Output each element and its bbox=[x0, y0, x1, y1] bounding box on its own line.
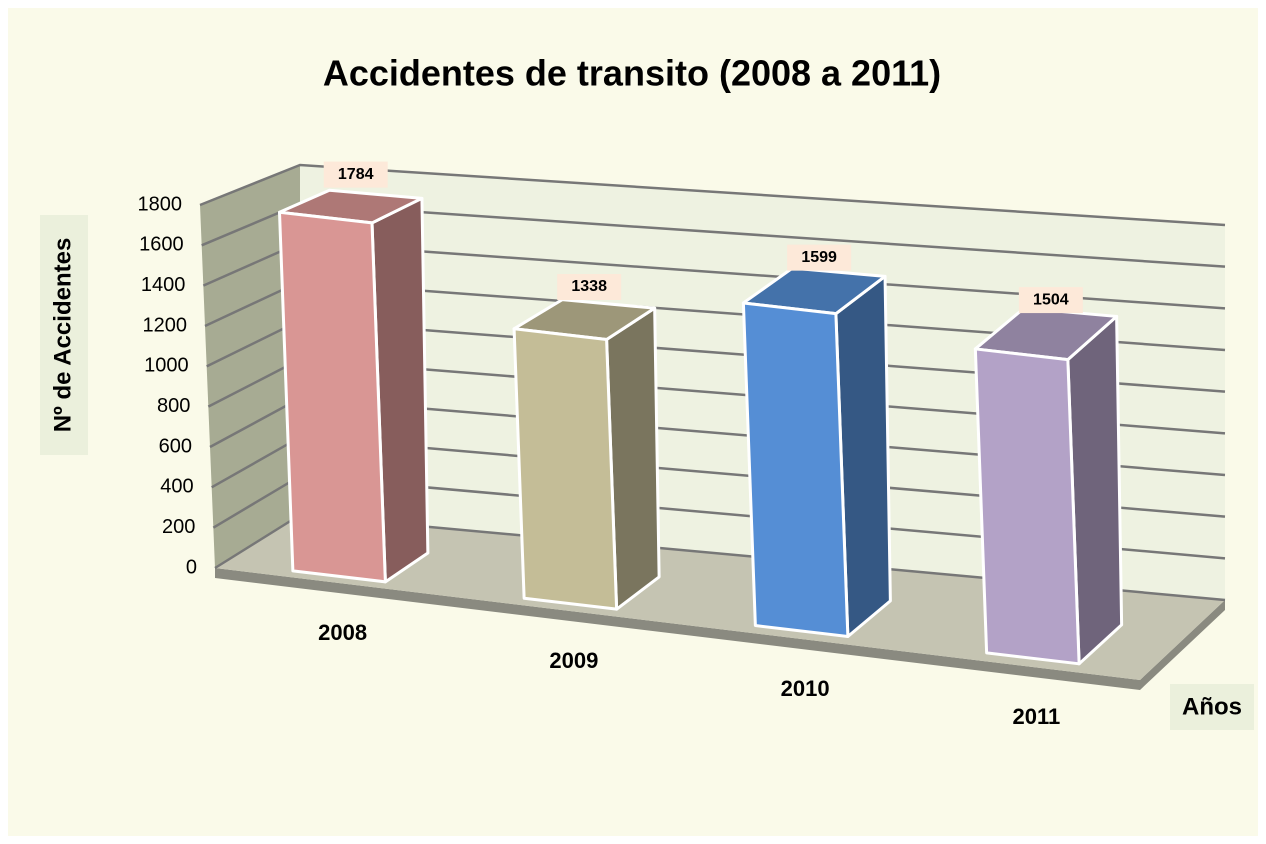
value-label-box bbox=[1018, 287, 1083, 314]
x-tick-label: 2011 bbox=[1013, 704, 1061, 729]
x-label-box bbox=[1170, 684, 1254, 730]
y-tick-label: 1200 bbox=[143, 314, 188, 336]
value-label: 1338 bbox=[571, 278, 607, 295]
bar-front bbox=[741, 301, 850, 638]
y-tick-label: 200 bbox=[162, 516, 195, 538]
y-axis-label: Nº de Accidentes bbox=[49, 238, 76, 433]
y-tick-label: 1600 bbox=[139, 234, 184, 256]
y-tick-label: 1000 bbox=[144, 355, 189, 377]
bar-front bbox=[512, 327, 619, 611]
y-tick-label: 1400 bbox=[141, 274, 186, 296]
bar bbox=[512, 298, 661, 611]
value-label: 1784 bbox=[338, 166, 374, 183]
bar-front bbox=[973, 347, 1081, 666]
x-tick-label: 2010 bbox=[781, 676, 830, 701]
y-tick-label: 800 bbox=[157, 395, 190, 417]
value-label-box bbox=[557, 273, 622, 300]
value-label-box bbox=[787, 244, 852, 271]
x-axis-label: Años bbox=[1182, 693, 1242, 720]
chart-title: Accidentes de transito (2008 a 2011) bbox=[323, 53, 941, 94]
y-tick-label: 400 bbox=[160, 476, 193, 498]
value-label: 1599 bbox=[801, 249, 837, 266]
x-tick-label: 2008 bbox=[318, 620, 367, 645]
bar-front bbox=[277, 210, 387, 584]
y-tick-label: 600 bbox=[159, 435, 192, 457]
plot: 0 200 400 600 800 1000 1200 1400 1600 1800 1784 200… bbox=[138, 161, 1226, 729]
y-tick-label: 1800 bbox=[138, 193, 183, 215]
grid-line bbox=[199, 163, 1226, 227]
bar bbox=[973, 306, 1124, 666]
value-label: 1504 bbox=[1033, 291, 1069, 308]
x-tick-label: 2009 bbox=[549, 648, 598, 673]
y-label-box bbox=[40, 215, 88, 455]
value-label-box bbox=[323, 161, 388, 188]
y-tick-label: 0 bbox=[186, 556, 197, 578]
bar bbox=[277, 188, 430, 584]
side-wall bbox=[200, 165, 300, 568]
bar bbox=[741, 266, 892, 638]
floor bbox=[215, 515, 1225, 680]
